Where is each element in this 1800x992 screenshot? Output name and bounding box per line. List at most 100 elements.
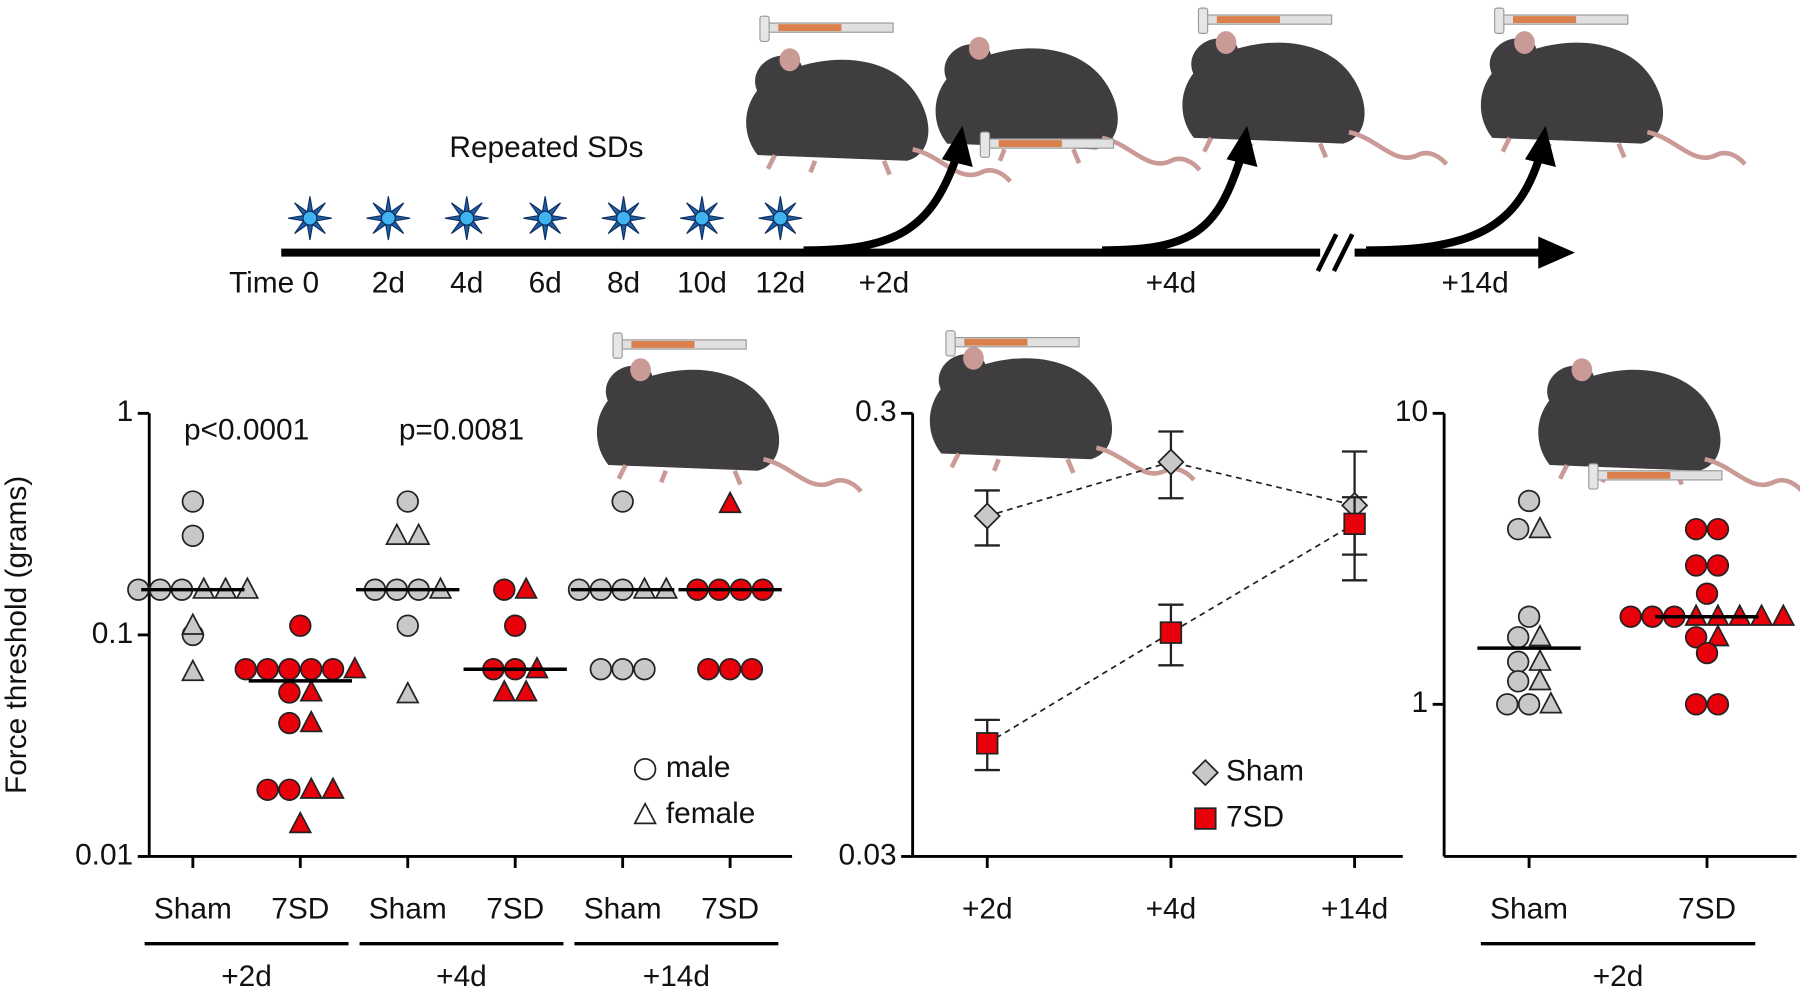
legend-marker [1194, 807, 1217, 830]
data-point [633, 658, 656, 681]
probe-illustration [1197, 7, 1333, 34]
sd-star-center [772, 210, 788, 226]
data-point [1706, 517, 1730, 541]
data-point [1159, 621, 1183, 644]
timeline-tick-label: +2d [859, 267, 910, 300]
data-point [289, 614, 312, 637]
data-point [288, 810, 313, 834]
data-point [256, 658, 279, 681]
x-tick-label: 7SD [486, 892, 544, 925]
data-point [514, 576, 538, 599]
data-point [1706, 693, 1730, 716]
data-point [1517, 489, 1541, 513]
group-label: +14d [643, 960, 710, 992]
timeline-tick-label: 10d [677, 267, 727, 300]
data-point [385, 522, 409, 545]
data-point [1517, 693, 1541, 716]
x-tick-label: +2d [962, 892, 1013, 925]
data-point [321, 776, 345, 799]
data-point [181, 490, 205, 513]
data-point [1517, 605, 1541, 628]
timeline-tick-label: +4d [1146, 267, 1197, 300]
data-point [406, 522, 431, 545]
legend-label: male [666, 751, 731, 784]
sd-star-center [616, 210, 632, 226]
data-point [256, 778, 279, 801]
probe-illustration [612, 332, 747, 359]
data-point [1684, 517, 1708, 541]
data-point [181, 524, 205, 548]
data-point [718, 658, 742, 681]
data-point [504, 614, 527, 637]
data-point [611, 658, 634, 681]
sd-star-center [694, 210, 710, 226]
data-point [589, 658, 613, 681]
data-point [1343, 512, 1366, 535]
data-point [611, 490, 634, 513]
y-tick-label: 1 [117, 395, 134, 428]
p-value: p<0.0001 [184, 414, 309, 447]
data-point [973, 502, 1001, 530]
data-point [976, 732, 999, 755]
group-label: +4d [436, 960, 487, 992]
x-tick-label: +4d [1146, 892, 1197, 925]
p-value: p=0.0081 [399, 414, 524, 447]
data-point [1506, 670, 1530, 693]
data-point [1695, 641, 1719, 665]
probe-illustration [1494, 7, 1629, 34]
data-point [278, 711, 301, 735]
y-tick-label: 0.01 [75, 838, 133, 871]
data-point [278, 778, 301, 801]
timeline-tick-label: 4d [450, 267, 483, 300]
timeline-arrowhead [1538, 236, 1575, 269]
mouse-illustration [1182, 31, 1446, 164]
data-point [514, 679, 538, 702]
data-point [1706, 554, 1730, 577]
timeline-tick-label: Time 0 [229, 267, 319, 300]
timeline-tick-label: 8d [607, 267, 640, 300]
data-point [1528, 624, 1552, 647]
x-tick-label: 7SD [701, 892, 759, 925]
data-point [1706, 624, 1730, 647]
data-point [1695, 582, 1719, 605]
legend-label: female [666, 797, 756, 830]
data-point [300, 658, 323, 681]
data-point [395, 680, 420, 704]
data-point [1506, 517, 1530, 541]
y-tick-label: 1 [1411, 686, 1428, 719]
timeline-tick-label: 2d [372, 267, 405, 300]
timeline-title: Repeated SDs [449, 131, 643, 164]
data-point [181, 658, 205, 682]
legend-marker [633, 801, 657, 825]
data-point [299, 679, 323, 702]
data-point [278, 681, 301, 704]
data-point [1506, 626, 1530, 649]
legend-label: Sham [1226, 755, 1304, 788]
series-line [986, 523, 1356, 745]
sd-star-center [380, 210, 396, 226]
legend-label: 7SD [1226, 800, 1284, 833]
timeline-arrows [803, 125, 1556, 255]
data-point [278, 658, 301, 681]
y-tick-label: 0.3 [855, 395, 896, 428]
group-label: +2d [1593, 960, 1644, 992]
data-point [181, 612, 205, 635]
x-tick-label: Sham [154, 892, 232, 925]
data-point [1684, 554, 1708, 577]
data-point [1157, 448, 1185, 476]
data-point [718, 490, 742, 514]
data-point [299, 776, 323, 799]
timeline-tick-label: 12d [755, 267, 805, 300]
x-tick-label: +14d [1321, 892, 1388, 925]
data-point [697, 658, 720, 681]
sd-star-center [537, 210, 553, 226]
y-tick-label: 0.1 [92, 617, 133, 650]
legend-marker [1191, 759, 1219, 787]
x-tick-label: Sham [369, 892, 447, 925]
data-point [299, 709, 323, 733]
data-point [1496, 693, 1519, 716]
data-point [396, 614, 419, 637]
timeline-tick-label: 6d [529, 267, 562, 300]
